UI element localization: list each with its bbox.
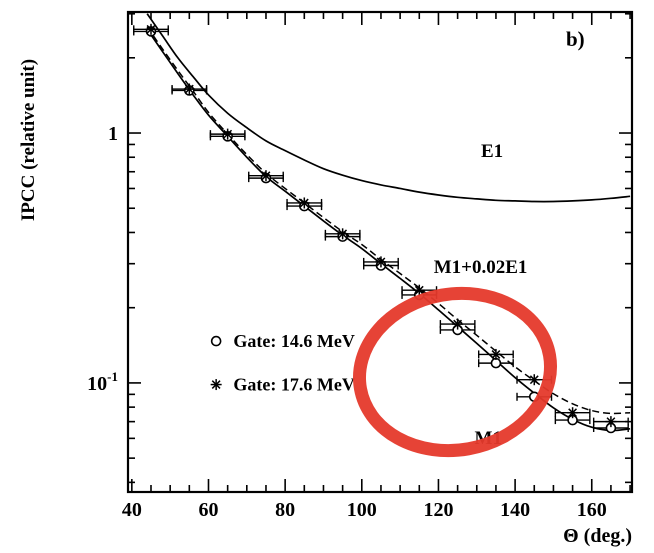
circle-marker: [210, 335, 222, 347]
y-axis-title: IPCC (relative unit): [18, 59, 39, 221]
asterisk-marker: [567, 407, 579, 419]
data-points: [133, 23, 629, 434]
asterisk-marker: [490, 348, 502, 360]
curve-E1: [146, 13, 631, 203]
highlight-ellipse: [352, 286, 558, 458]
legend: Gate: 14.6 MeV Gate: 17.6 MeV: [210, 331, 355, 395]
x-tick-label: 100: [347, 499, 377, 521]
plot-frame: [126, 10, 634, 494]
x-axis-title: Θ (deg.): [563, 525, 632, 547]
curve-label-E1: E1: [481, 141, 503, 162]
asterisk-marker: [210, 379, 222, 391]
y-tick-label: 1: [108, 123, 118, 145]
x-tick-label: 40: [122, 499, 142, 521]
asterisk-marker: [413, 284, 425, 296]
x-tick-label: 120: [423, 499, 453, 521]
axis-ticks: [128, 12, 632, 492]
x-tick-labels: 40 60 80 100 120 140 160: [122, 499, 607, 521]
x-tick-label: 160: [577, 499, 607, 521]
asterisk-marker: [222, 128, 234, 140]
asterisk-marker: [375, 256, 387, 268]
asterisk-marker: [183, 83, 195, 95]
asterisk-marker: [528, 374, 540, 386]
x-tick-label: 140: [500, 499, 530, 521]
asterisk-marker: [452, 318, 464, 330]
asterisk-marker: [337, 228, 349, 240]
asterisk-marker: [605, 416, 617, 428]
curve-label-M1+0.02E1: M1+0.02E1: [434, 257, 528, 278]
y-tick-label: 10-1: [87, 369, 118, 395]
circle-marker: [490, 357, 502, 369]
legend-label: Gate: 17.6 MeV: [233, 375, 354, 395]
x-tick-label: 60: [198, 499, 218, 521]
asterisk-marker: [260, 170, 272, 182]
asterisk-marker: [298, 197, 310, 209]
x-tick-label: 80: [275, 499, 295, 521]
legend-label: Gate: 14.6 MeV: [233, 331, 354, 351]
panel-label: b): [566, 27, 585, 51]
asterisk-marker: [145, 23, 157, 35]
series-Gate: 17.6 MeV: [133, 23, 629, 428]
